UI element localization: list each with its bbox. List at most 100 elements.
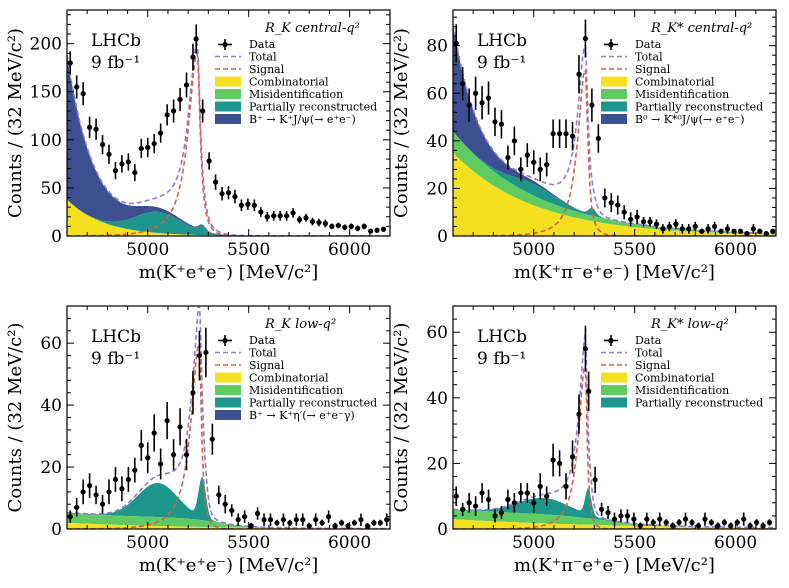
data-point [505, 145, 511, 170]
data-point [329, 223, 335, 230]
svg-text:Total: Total [635, 51, 663, 64]
data-point [460, 67, 466, 101]
svg-text:B⁺ → K⁺J/ψ(→ e⁺e⁻): B⁺ → K⁺J/ψ(→ e⁺e⁻) [249, 113, 356, 126]
y-axis-label: Counts / (32 MeV/c²) [5, 28, 26, 218]
data-point [589, 88, 595, 122]
data-point [611, 512, 618, 526]
data-point [750, 224, 756, 234]
data-point [663, 519, 669, 526]
legend-entry: B⁺ → K⁺J/ψ(→ e⁺e⁻) [215, 113, 356, 126]
y-axis-label: Counts / (32 MeV/c²) [391, 323, 412, 513]
data-point [196, 330, 203, 381]
data-point [737, 228, 744, 234]
data-point [138, 429, 144, 461]
legend-entry: B⁺ → K⁺η′(→ e⁺e⁻γ) [215, 409, 355, 422]
data-point [200, 99, 206, 123]
data-point [151, 414, 157, 452]
data-point [498, 109, 505, 139]
data-point [770, 228, 776, 234]
data-point [348, 223, 354, 230]
data-point [106, 144, 112, 164]
data-point [190, 43, 196, 71]
legend-entry: Combinatorial [215, 372, 329, 385]
data-point [676, 519, 682, 526]
data-point [251, 199, 257, 211]
data-point [151, 134, 157, 154]
data-point [119, 155, 125, 173]
luminosity-label: 9 fb⁻¹ [477, 349, 526, 369]
svg-text:Data: Data [249, 334, 276, 347]
x-axis-label: m(K⁺e⁺e⁻) [MeV/c²] [139, 262, 319, 283]
data-point [125, 153, 131, 171]
luminosity-label: 9 fb⁻¹ [91, 349, 140, 369]
x-tick-label: 6000 [714, 533, 757, 553]
data-point [384, 513, 390, 526]
data-point [300, 513, 306, 526]
data-point [473, 76, 479, 110]
svg-text:Misidentification: Misidentification [635, 384, 729, 397]
data-point [364, 522, 370, 529]
y-tick-label: 40 [426, 132, 448, 152]
data-point [544, 486, 550, 507]
y-tick-label: 80 [426, 37, 448, 57]
data-point [248, 522, 254, 529]
data-point [326, 510, 332, 523]
y-tick-label: 20 [426, 179, 448, 199]
area-partially-reconstructed [453, 131, 776, 234]
data-point [229, 504, 235, 517]
y-tick-label: 100 [30, 131, 62, 151]
data-point [290, 208, 296, 218]
data-point [322, 219, 328, 228]
y-tick-label: 0 [437, 520, 448, 540]
legend-entry: Total [601, 347, 663, 360]
legend-entry: Total [601, 51, 663, 64]
area-jpsi [67, 55, 390, 236]
panel-title: R_K central-q² [264, 21, 360, 36]
data-point [99, 494, 106, 514]
panel-title: R_K low-q² [264, 317, 336, 332]
data-point [531, 150, 537, 175]
data-point [686, 224, 692, 234]
data-point [492, 107, 498, 137]
data-point [724, 224, 731, 234]
data-point [138, 138, 144, 159]
data-point [335, 222, 341, 229]
data-point [479, 483, 485, 503]
data-point [374, 227, 380, 233]
data-point [93, 485, 99, 505]
legend-entry: Data [218, 38, 276, 51]
data-point [747, 522, 753, 529]
luminosity-label: 9 fb⁻¹ [91, 53, 140, 73]
data-point [93, 118, 99, 140]
data-point [689, 519, 695, 526]
data-point [550, 119, 556, 148]
svg-text:Combinatorial: Combinatorial [635, 76, 715, 89]
panel-title: R_K* central-q² [650, 21, 752, 36]
experiment-label: LHCb [477, 327, 527, 347]
data-point [235, 513, 241, 526]
data-point [245, 198, 251, 211]
data-point [222, 494, 228, 514]
legend-entry: Combinatorial [215, 76, 329, 89]
data-point [145, 442, 151, 474]
data-point [766, 519, 773, 526]
svg-text:Misidentification: Misidentification [249, 88, 343, 101]
data-point [280, 513, 287, 526]
y-tick-label: 40 [426, 389, 448, 409]
data-point [164, 104, 170, 126]
svg-text:Signal: Signal [249, 359, 285, 372]
y-tick-label: 60 [426, 323, 448, 343]
data-point [112, 161, 119, 180]
data-point [332, 522, 338, 529]
data-point [556, 450, 563, 477]
data-point [682, 512, 689, 526]
data-point [460, 502, 466, 516]
svg-text:Total: Total [249, 51, 277, 64]
data-point [119, 476, 125, 502]
x-axis-label: m(K⁺π⁻e⁺e⁻) [MeV/c²] [514, 555, 715, 576]
chart-panel-1: 5000 5500 6000 0 50 100 150 200 m(K⁺e⁺e⁻) [MeV/c… [5, 9, 391, 283]
data-point [473, 496, 479, 516]
data-point [287, 519, 293, 526]
data-point [319, 519, 325, 526]
area-combinatorial [453, 152, 776, 236]
